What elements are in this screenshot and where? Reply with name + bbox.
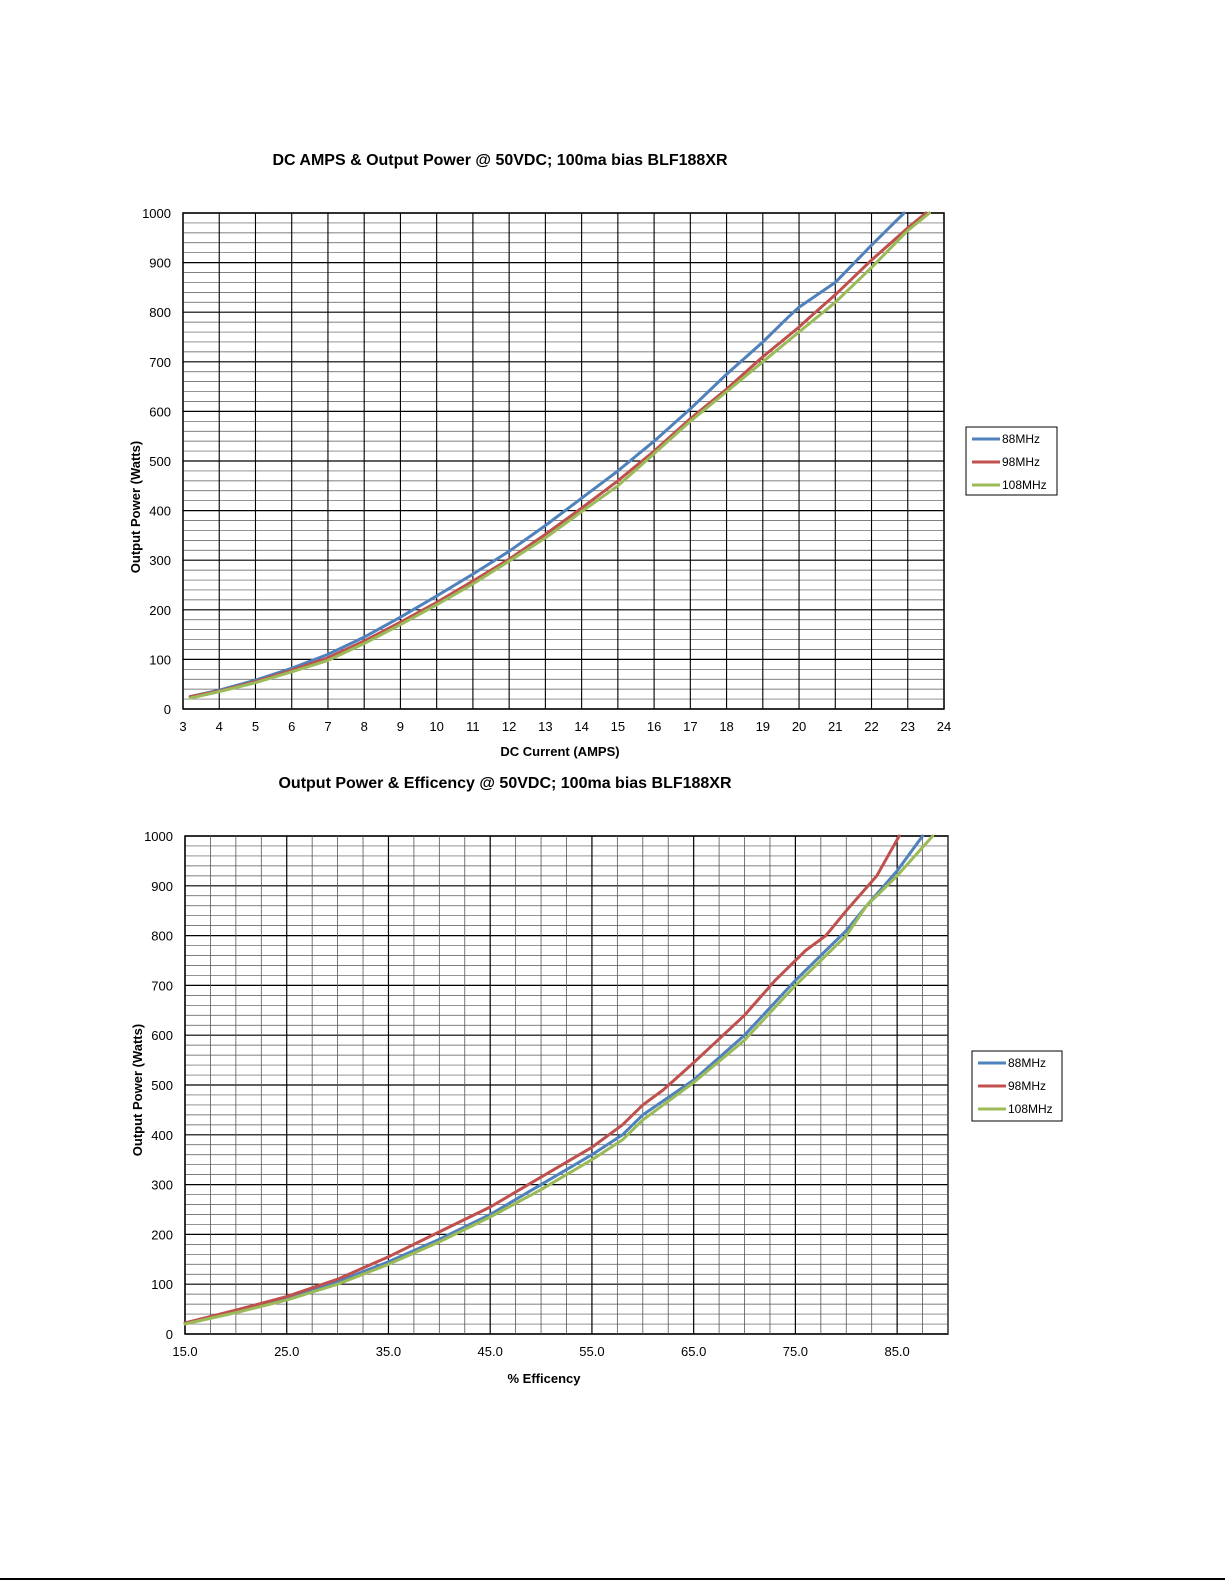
x-tick-label: 3 (179, 719, 186, 734)
chart-dc-amps: DC AMPS & Output Power @ 50VDC; 100ma bi… (0, 140, 1225, 770)
x-tick-label: 12 (502, 719, 516, 734)
series-line-108MHz (188, 211, 931, 700)
x-tick-label: 20 (792, 719, 806, 734)
y-tick-label: 100 (149, 652, 171, 667)
y-tick-label: 0 (164, 702, 171, 717)
x-axis-label: DC Current (AMPS) (500, 744, 619, 759)
series-line-88MHz (188, 211, 906, 699)
y-tick-label: 700 (149, 355, 171, 370)
x-tick-label: 75.0 (783, 1344, 808, 1359)
y-tick-label: 900 (151, 879, 173, 894)
x-tick-label: 45.0 (478, 1344, 503, 1359)
x-tick-label: 55.0 (579, 1344, 604, 1359)
x-tick-label: 10 (429, 719, 443, 734)
y-tick-label: 300 (151, 1178, 173, 1193)
legend-entry: 98MHz (1008, 1079, 1046, 1093)
legend-entry: 108MHz (1002, 478, 1047, 492)
chart-efficiency: Output Power & Efficency @ 50VDC; 100ma … (0, 765, 1225, 1405)
y-tick-label: 700 (151, 978, 173, 993)
y-tick-label: 800 (149, 305, 171, 320)
legend-entry: 98MHz (1002, 455, 1040, 469)
series-line-98MHz (188, 211, 928, 699)
y-tick-label: 400 (151, 1128, 173, 1143)
y-tick-label: 300 (149, 553, 171, 568)
y-tick-label: 600 (149, 404, 171, 419)
y-tick-label: 0 (166, 1327, 173, 1342)
x-tick-label: 15 (611, 719, 625, 734)
y-tick-label: 200 (149, 603, 171, 618)
series-line-88MHz (183, 834, 925, 1325)
x-tick-label: 6 (288, 719, 295, 734)
x-tick-label: 11 (466, 719, 480, 734)
chart-title: DC AMPS & Output Power @ 50VDC; 100ma bi… (272, 152, 728, 169)
y-axis-label: Output Power (Watts) (128, 441, 143, 573)
y-tick-label: 900 (149, 256, 171, 271)
x-tick-label: 17 (683, 719, 697, 734)
x-tick-label: 15.0 (172, 1344, 197, 1359)
x-tick-label: 14 (574, 719, 588, 734)
x-tick-label: 5 (252, 719, 259, 734)
y-axis-label: Output Power (Watts) (130, 1024, 145, 1156)
x-tick-label: 16 (647, 719, 661, 734)
y-tick-label: 1000 (142, 206, 171, 221)
chart-efficiency-svg: Output Power & Efficency @ 50VDC; 100ma … (130, 775, 1063, 1386)
x-tick-label: 24 (937, 719, 951, 734)
legend-entry: 108MHz (1008, 1102, 1053, 1116)
x-axis-label: % Efficency (508, 1371, 582, 1386)
y-tick-label: 200 (151, 1227, 173, 1242)
x-tick-label: 65.0 (681, 1344, 706, 1359)
series-line-108MHz (183, 834, 935, 1326)
series-line-98MHz (183, 834, 901, 1325)
x-tick-label: 4 (216, 719, 223, 734)
x-tick-label: 21 (828, 719, 842, 734)
page-bottom-rule (0, 1578, 1225, 1580)
legend-entry: 88MHz (1008, 1056, 1046, 1070)
y-tick-label: 1000 (144, 829, 173, 844)
x-tick-label: 23 (901, 719, 915, 734)
y-tick-label: 800 (151, 929, 173, 944)
x-tick-label: 9 (397, 719, 404, 734)
x-tick-label: 25.0 (274, 1344, 299, 1359)
y-tick-label: 100 (151, 1277, 173, 1292)
chart-title: Output Power & Efficency @ 50VDC; 100ma … (278, 775, 732, 792)
y-tick-label: 400 (149, 504, 171, 519)
y-tick-label: 600 (151, 1028, 173, 1043)
x-tick-label: 19 (756, 719, 770, 734)
x-tick-label: 85.0 (884, 1344, 909, 1359)
chart-dc-amps-svg: DC AMPS & Output Power @ 50VDC; 100ma bi… (128, 152, 1058, 759)
x-tick-label: 7 (324, 719, 331, 734)
x-tick-label: 13 (538, 719, 552, 734)
y-tick-label: 500 (151, 1078, 173, 1093)
x-tick-label: 8 (361, 719, 368, 734)
legend-entry: 88MHz (1002, 432, 1040, 446)
x-tick-label: 35.0 (376, 1344, 401, 1359)
x-tick-label: 22 (864, 719, 878, 734)
y-tick-label: 500 (149, 454, 171, 469)
x-tick-label: 18 (719, 719, 733, 734)
